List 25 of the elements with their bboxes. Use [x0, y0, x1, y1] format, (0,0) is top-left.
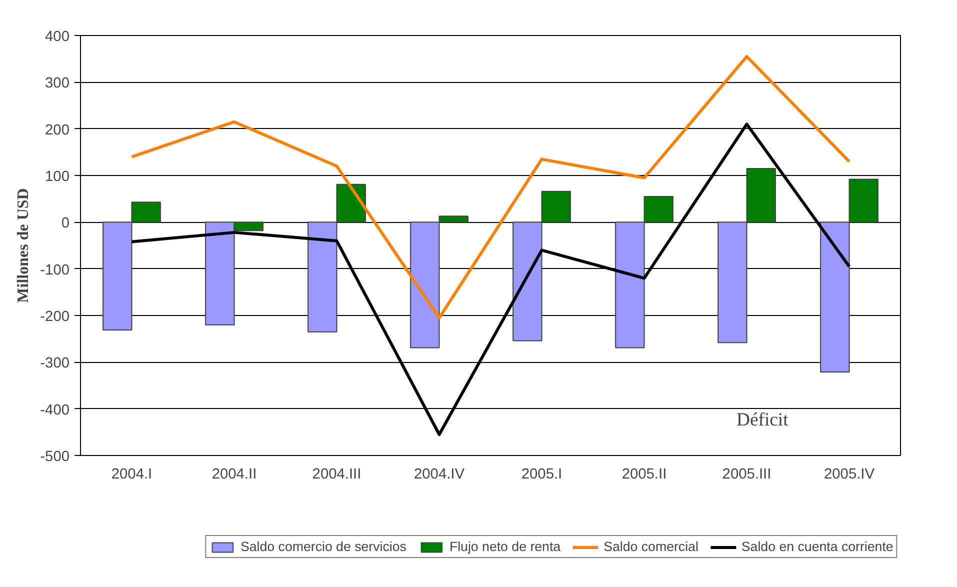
y-tick-label: -300: [40, 356, 70, 372]
y-axis-title: Millones de USD: [15, 188, 32, 303]
legend-label: Saldo comercial: [604, 539, 698, 554]
x-tick-label: 2005.IV: [824, 466, 875, 482]
legend-label: Flujo neto de renta: [449, 539, 561, 554]
y-tick-label: -200: [40, 309, 70, 325]
x-tick-label: 2005.I: [521, 466, 562, 482]
x-tick-label: 2004.III: [312, 466, 362, 482]
x-tick-label: 2004.IV: [414, 466, 465, 482]
y-tick-label: -400: [40, 402, 70, 418]
y-tick-label: 300: [45, 76, 70, 92]
x-tick-label: 2004.II: [212, 466, 257, 482]
y-tick-label: 0: [61, 216, 70, 232]
y-tick-label: -500: [40, 449, 70, 465]
legend-label: Saldo comercio de servicios: [240, 539, 406, 554]
annotation: Déficit: [736, 409, 790, 430]
y-tick-label: 100: [45, 169, 70, 185]
line-series: [130, 55, 851, 320]
x-tick-label: 2005.III: [722, 466, 772, 482]
x-tick-label: 2004.I: [111, 466, 152, 482]
legend-label: Saldo en cuenta corriente: [741, 539, 894, 554]
y-tick-label: -100: [40, 262, 70, 278]
y-tick-label: 400: [45, 29, 70, 45]
x-tick-label: 2005.II: [622, 466, 667, 482]
y-tick-label: 200: [45, 122, 70, 138]
